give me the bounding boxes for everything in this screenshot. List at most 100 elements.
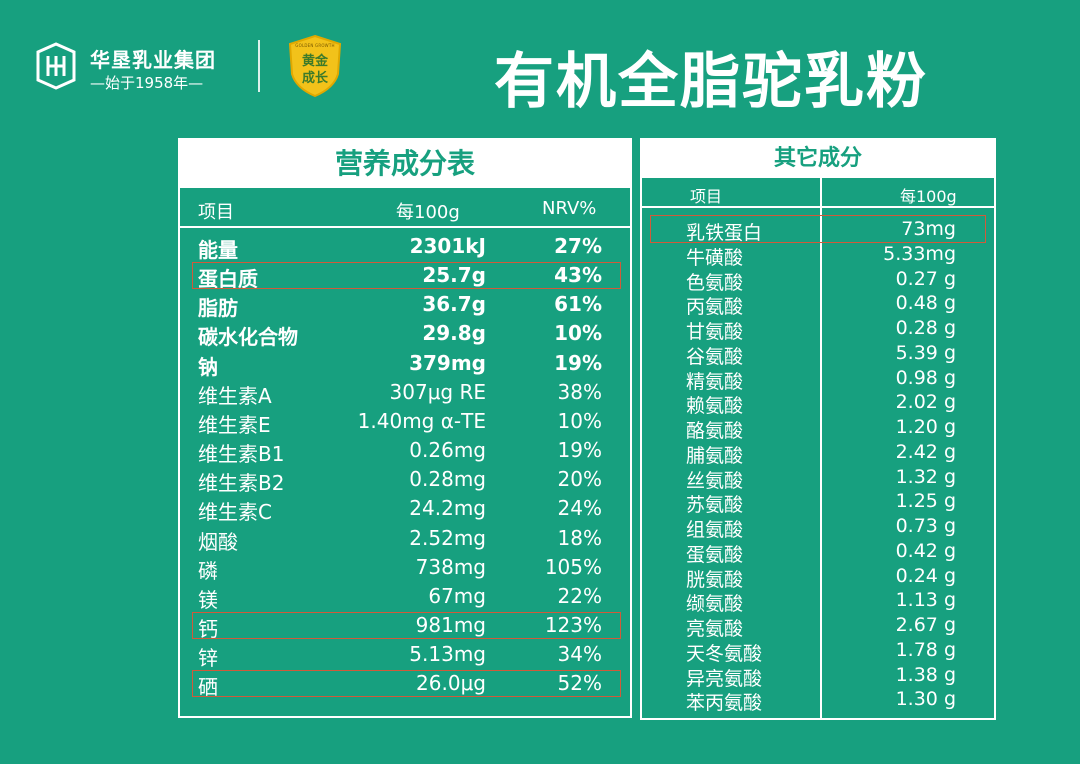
nutrient-name: 钙: [198, 616, 218, 641]
nutrient-name: 能量: [198, 238, 238, 262]
ingredient-name: 组氨酸: [686, 519, 744, 541]
nutrient-value: 24.2mg: [409, 496, 486, 521]
brand-name: 华垦乳业集团: [90, 48, 216, 72]
other-table-header: 项目 每100g: [642, 178, 994, 208]
nutrient-nrv: 52%: [557, 671, 602, 696]
badge-english-text: GOLDEN GROWTH: [295, 43, 335, 48]
ingredient-value: 0.28 g: [895, 317, 956, 339]
golden-growth-badge: GOLDEN GROWTH 黄金 成长: [286, 34, 344, 98]
nutrient-value: 2.52mg: [409, 525, 486, 550]
nutrient-value: 1.40mg α-TE: [357, 408, 486, 433]
nutrient-nrv: 19%: [557, 438, 602, 463]
table-row: 甘氨酸 0.28 g: [642, 317, 994, 343]
ingredient-value: 5.33mg: [883, 242, 956, 265]
brand-divider: [258, 40, 260, 92]
header-per100g: 每100g: [396, 202, 460, 223]
ingredient-value: 73mg: [901, 218, 956, 240]
ingredient-value: 2.67 g: [895, 614, 956, 636]
ingredient-value: 1.13 g: [895, 589, 956, 612]
nutrient-name: 硒: [198, 675, 218, 700]
table-row: 精氨酸 0.98 g: [642, 366, 994, 393]
nutrient-nrv: 20%: [557, 467, 602, 492]
nutrient-nrv: 19%: [554, 350, 602, 375]
brand-tagline: —始于1958年—: [90, 74, 204, 92]
ingredient-name: 赖氨酸: [686, 395, 744, 418]
table-row: 酪氨酸 1.20 g: [642, 416, 994, 442]
header-per100g: 每100g: [900, 187, 957, 206]
table-row: 异亮氨酸 1.38 g: [642, 663, 994, 690]
badge-text-line1: 黄金: [301, 54, 328, 69]
table-row: 蛋氨酸 0.42 g: [642, 539, 994, 566]
ingredient-name: 缬氨酸: [686, 593, 744, 616]
table-row: 苯丙氨酸 1.30 g: [642, 688, 994, 714]
ingredient-name: 苏氨酸: [686, 494, 744, 517]
nutrient-nrv: 43%: [554, 263, 602, 288]
nutrient-value: 0.26mg: [409, 438, 486, 463]
nutrient-name: 维生素E: [198, 412, 271, 437]
nutrient-name: 烟酸: [198, 529, 238, 554]
highlight-box: [192, 611, 621, 639]
nutrient-nrv: 61%: [554, 292, 602, 317]
table-row: 亮氨酸 2.67 g: [642, 614, 994, 640]
table-row: 蛋白质 25.7g 43%: [180, 261, 630, 291]
nutrient-name: 锌: [198, 646, 218, 671]
ingredient-name: 蛋氨酸: [686, 543, 744, 566]
ingredient-value: 0.98 g: [895, 366, 956, 389]
nutrient-name: 维生素B1: [198, 442, 285, 467]
table-row: 缬氨酸 1.13 g: [642, 589, 994, 616]
header-item: 项目: [690, 187, 723, 206]
ingredient-value: 0.73 g: [895, 515, 956, 537]
ingredient-value: 1.38 g: [895, 663, 956, 686]
ingredient-name: 异亮氨酸: [686, 667, 763, 690]
ingredient-value: 1.25 g: [895, 490, 956, 513]
nutrient-name: 磷: [198, 558, 218, 583]
ingredient-name: 天冬氨酸: [686, 642, 763, 665]
ingredient-name: 甘氨酸: [686, 321, 744, 343]
nutrient-value: 29.8g: [422, 321, 486, 346]
ingredient-name: 亮氨酸: [686, 618, 744, 640]
ingredient-value: 1.30 g: [895, 688, 956, 711]
header-nrv: NRV%: [542, 198, 597, 219]
ingredient-value: 1.32 g: [895, 465, 956, 488]
table-row: 维生素E 1.40mg α-TE 10%: [180, 407, 630, 437]
nutrient-nrv: 123%: [544, 612, 602, 637]
nutrient-nrv: 10%: [554, 321, 602, 346]
highlight-box: [650, 215, 986, 243]
ingredient-name: 脯氨酸: [686, 444, 744, 467]
nutrient-name: 钠: [198, 354, 218, 379]
ingredient-name: 胱氨酸: [686, 568, 744, 591]
table-row: 丝氨酸 1.32 g: [642, 465, 994, 492]
table-row: 碳水化合物 29.8g 10%: [180, 319, 630, 349]
ingredient-value: 0.27 g: [895, 267, 956, 290]
table-row: 钙 981mg 123%: [180, 611, 630, 641]
ingredient-name: 酪氨酸: [686, 420, 744, 442]
table-row: 组氨酸 0.73 g: [642, 515, 994, 541]
nutrient-value: 738mg: [415, 554, 486, 579]
product-title: 有机全脂驼乳粉: [494, 47, 928, 117]
ingredient-value: 0.42 g: [895, 539, 956, 562]
badge-text-line2: 成长: [301, 71, 328, 86]
table-row: 脯氨酸 2.42 g: [642, 440, 994, 467]
table-row: 镁 67mg 22%: [180, 582, 630, 612]
nutrient-nrv: 27%: [554, 234, 602, 258]
ingredient-value: 5.39 g: [895, 341, 956, 364]
table-row: 谷氨酸 5.39 g: [642, 341, 994, 368]
nutrient-name: 维生素A: [198, 383, 272, 408]
nutrient-nrv: 38%: [557, 379, 602, 404]
table-row: 磷 738mg 105%: [180, 553, 630, 583]
nutrient-nrv: 10%: [557, 408, 602, 433]
table-row: 钠 379mg 19%: [180, 349, 630, 379]
ingredient-name: 丝氨酸: [686, 469, 744, 492]
nutrient-value: 67mg: [428, 583, 486, 608]
ingredient-name: 色氨酸: [686, 271, 744, 294]
nutrient-name: 维生素B2: [198, 471, 285, 496]
table-row: 天冬氨酸 1.78 g: [642, 639, 994, 665]
brand-block: 华垦乳业集团 —始于1958年— GOLDEN GROWTH 黄金 成长: [34, 34, 454, 110]
column-divider: [820, 178, 822, 720]
ingredient-value: 1.20 g: [895, 416, 956, 438]
ingredient-value: 2.42 g: [895, 440, 956, 463]
nutrient-nrv: 24%: [557, 496, 602, 521]
table-row: 能量 2301kJ 27%: [180, 232, 630, 262]
nutrient-nrv: 18%: [557, 525, 602, 550]
table-row: 硒 26.0μg 52%: [180, 669, 630, 700]
